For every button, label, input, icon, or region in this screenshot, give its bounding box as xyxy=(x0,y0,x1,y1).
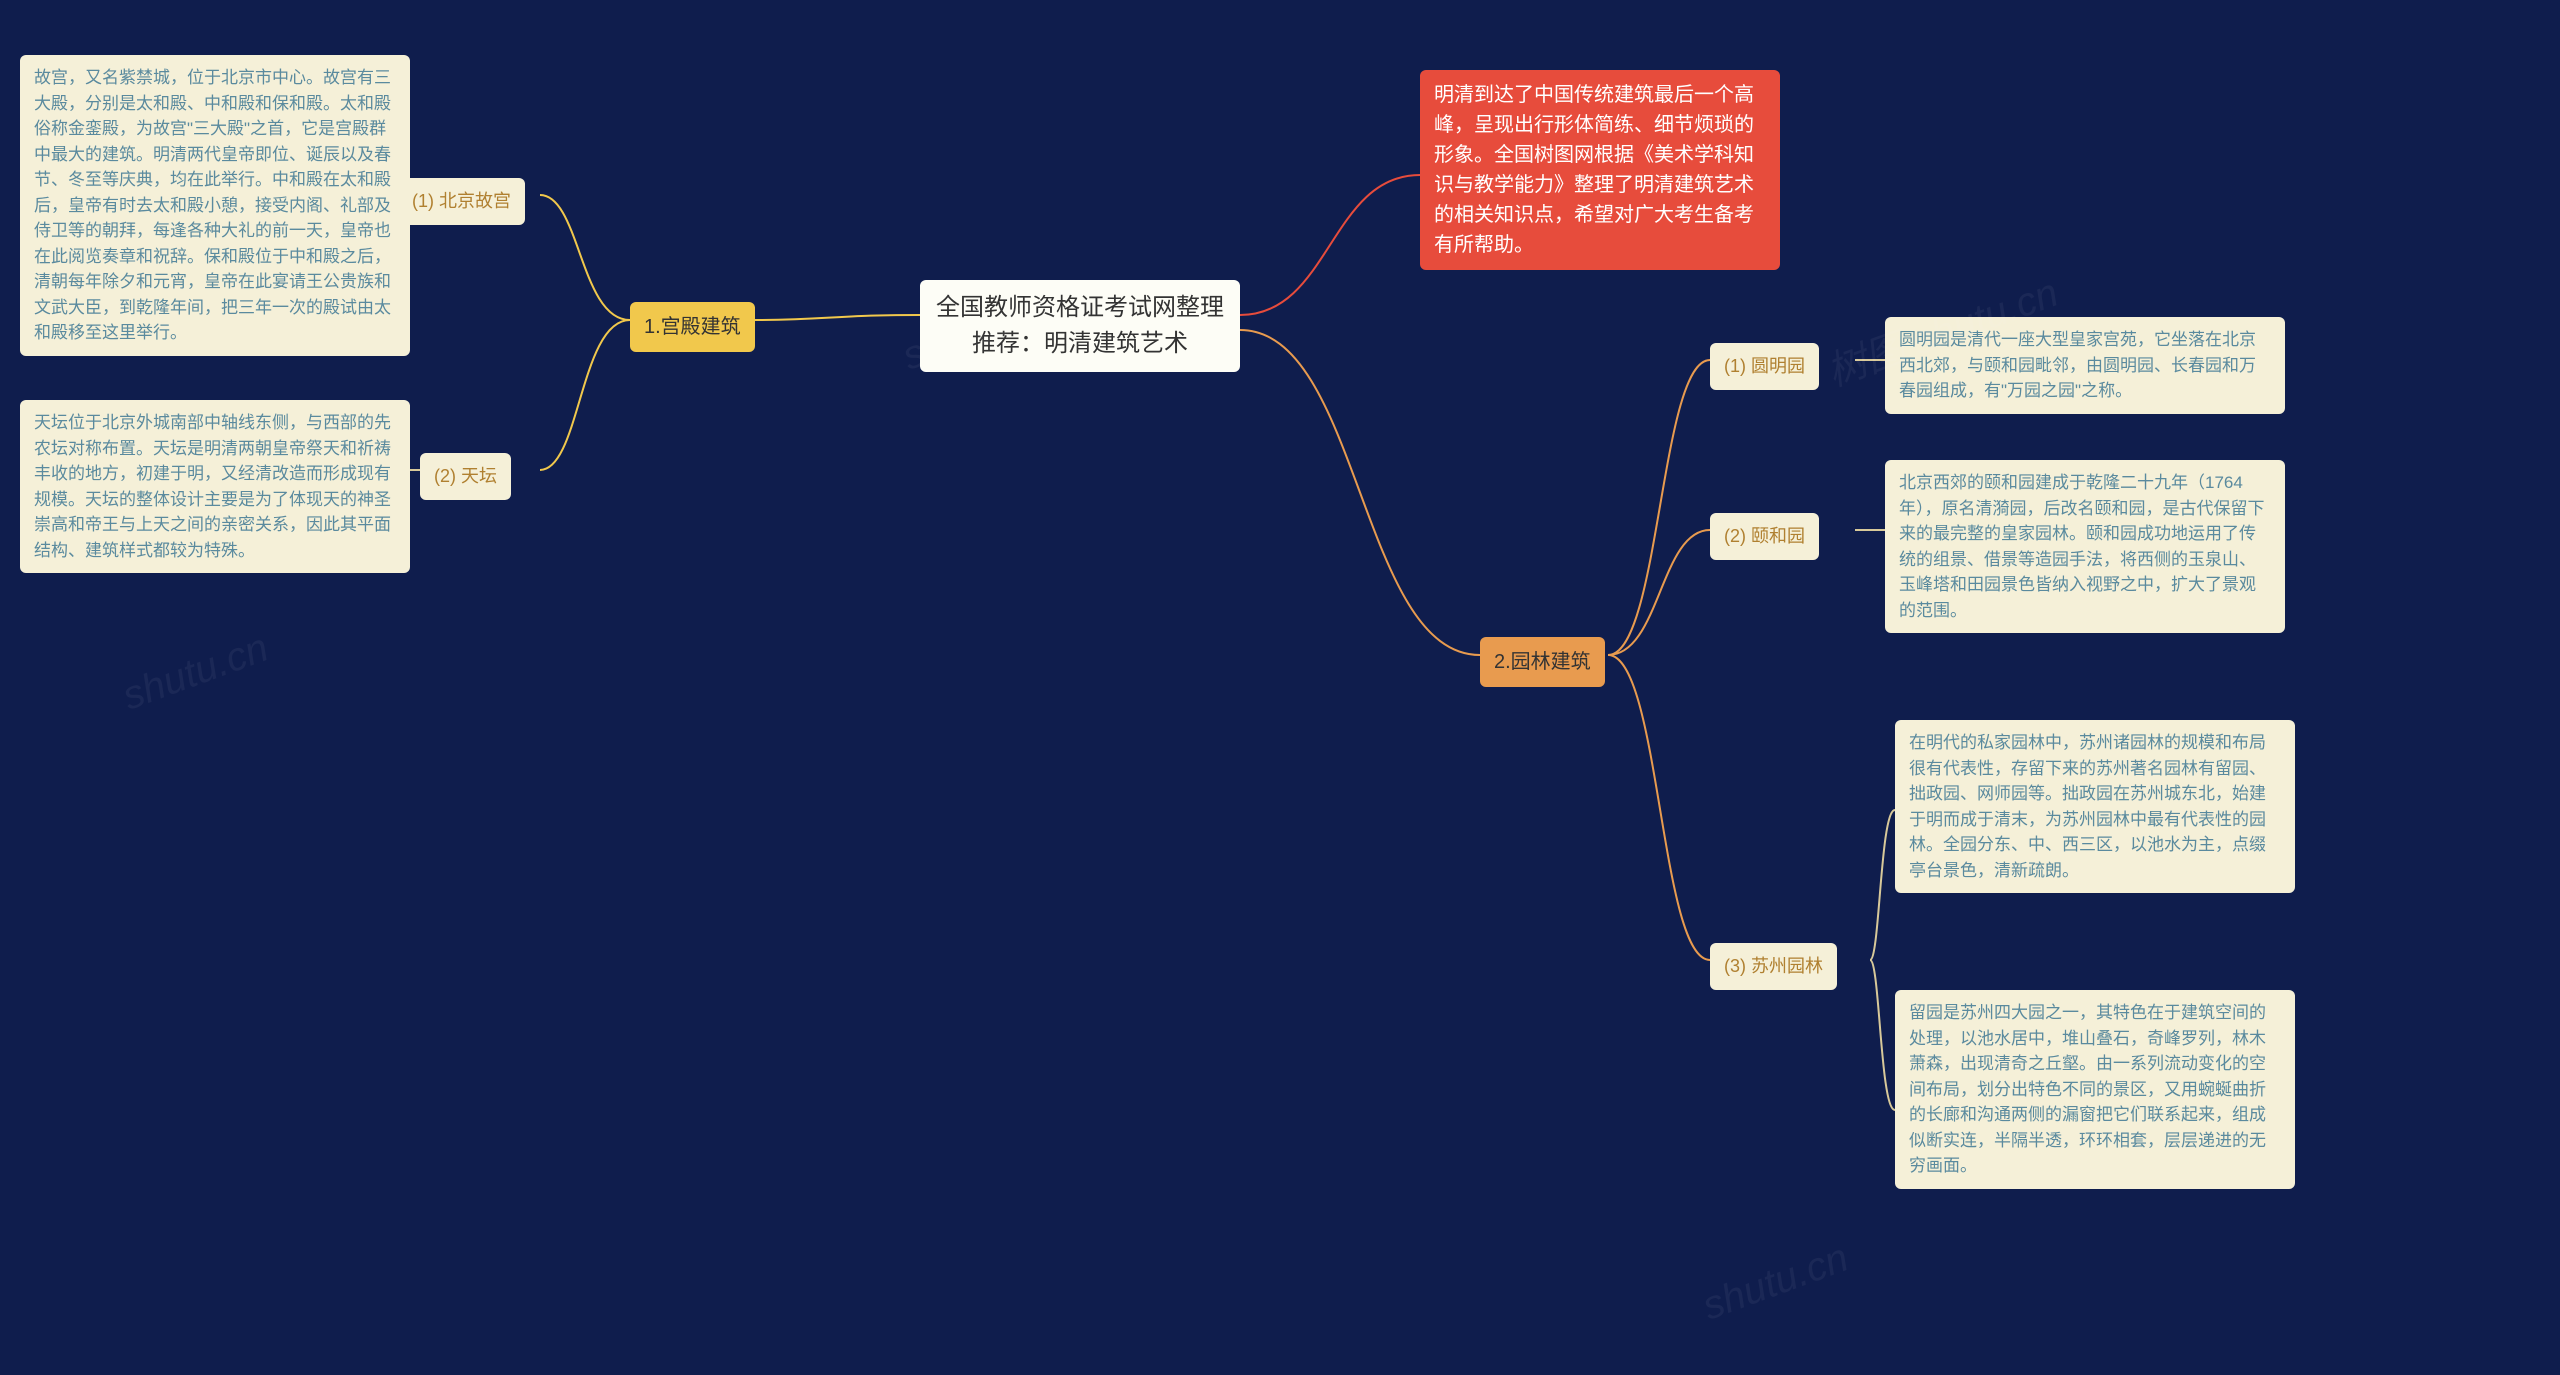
branch2-sub3: (3) 苏州园林 xyxy=(1710,943,1837,990)
watermark: shutu.cn xyxy=(1697,1235,1854,1329)
branch2-sub2-label: (2) 颐和园 xyxy=(1724,526,1805,546)
branch2-label: 2.园林建筑 xyxy=(1494,651,1591,673)
branch1-sub2: (2) 天坛 xyxy=(420,453,511,500)
watermark-text: shutu.cn xyxy=(117,625,274,718)
branch2-leaf3a-text: 在明代的私家园林中，苏州诸园林的规模和布局很有代表性，存留下来的苏州著名园林有留… xyxy=(1909,733,2266,880)
intro-text: 明清到达了中国传统建筑最后一个高峰，呈现出行形体简练、细节烦琐的形象。全国树图网… xyxy=(1434,84,1754,256)
branch2-leaf1-text: 圆明园是清代一座大型皇家宫苑，它坐落在北京西北郊，与颐和园毗邻，由圆明园、长春园… xyxy=(1899,330,2256,400)
branch1-node: 1.宫殿建筑 xyxy=(630,302,755,352)
branch2-leaf3b: 留园是苏州四大园之一，其特色在于建筑空间的处理，以池水居中，堆山叠石，奇峰罗列，… xyxy=(1895,990,2295,1189)
branch2-leaf2: 北京西郊的颐和园建成于乾隆二十九年（1764年），原名清漪园，后改名颐和园，是古… xyxy=(1885,460,2285,633)
branch2-leaf2-text: 北京西郊的颐和园建成于乾隆二十九年（1764年），原名清漪园，后改名颐和园，是古… xyxy=(1899,473,2265,620)
branch1-leaf1-text: 故宫，又名紫禁城，位于北京市中心。故宫有三大殿，分别是太和殿、中和殿和保和殿。太… xyxy=(34,68,391,342)
branch1-sub1: (1) 北京故宫 xyxy=(398,178,525,225)
watermark: shutu.cn xyxy=(117,625,274,719)
branch2-sub3-label: (3) 苏州园林 xyxy=(1724,956,1823,976)
branch2-sub1: (1) 圆明园 xyxy=(1710,343,1819,390)
branch1-sub1-label: (1) 北京故宫 xyxy=(412,191,511,211)
branch2-leaf3b-text: 留园是苏州四大园之一，其特色在于建筑空间的处理，以池水居中，堆山叠石，奇峰罗列，… xyxy=(1909,1003,2266,1175)
branch2-node: 2.园林建筑 xyxy=(1480,637,1605,687)
branch1-leaf2: 天坛位于北京外城南部中轴线东侧，与西部的先农坛对称布置。天坛是明清两朝皇帝祭天和… xyxy=(20,400,410,573)
root-title: 全国教师资格证考试网整理推荐：明清建筑艺术 xyxy=(936,294,1224,357)
branch1-leaf2-text: 天坛位于北京外城南部中轴线东侧，与西部的先农坛对称布置。天坛是明清两朝皇帝祭天和… xyxy=(34,413,391,560)
branch1-leaf1: 故宫，又名紫禁城，位于北京市中心。故宫有三大殿，分别是太和殿、中和殿和保和殿。太… xyxy=(20,55,410,356)
branch2-leaf3a: 在明代的私家园林中，苏州诸园林的规模和布局很有代表性，存留下来的苏州著名园林有留… xyxy=(1895,720,2295,893)
branch1-sub2-label: (2) 天坛 xyxy=(434,466,497,486)
branch2-sub1-label: (1) 圆明园 xyxy=(1724,356,1805,376)
branch2-leaf1: 圆明园是清代一座大型皇家宫苑，它坐落在北京西北郊，与颐和园毗邻，由圆明园、长春园… xyxy=(1885,317,2285,414)
branch1-label: 1.宫殿建筑 xyxy=(644,316,741,338)
intro-node: 明清到达了中国传统建筑最后一个高峰，呈现出行形体简练、细节烦琐的形象。全国树图网… xyxy=(1420,70,1780,270)
watermark-text: shutu.cn xyxy=(1697,1235,1854,1328)
branch2-sub2: (2) 颐和园 xyxy=(1710,513,1819,560)
root-node: 全国教师资格证考试网整理推荐：明清建筑艺术 xyxy=(920,280,1240,372)
